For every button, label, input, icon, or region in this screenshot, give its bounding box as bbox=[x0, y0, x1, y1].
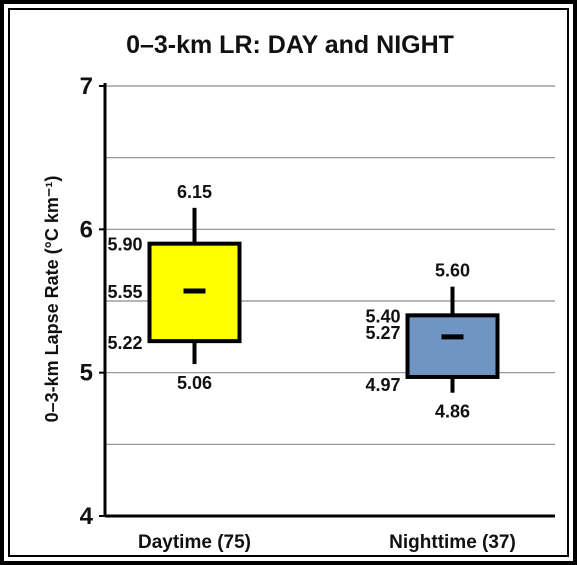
inner-border bbox=[8, 8, 569, 557]
y-tick-label: 5 bbox=[80, 360, 93, 387]
box-plots: 6.15 5.06 5.90 5.22 5.55 5.60 4.86 5.40 4.97 5.27 bbox=[107, 182, 500, 422]
whisker-high-label: 5.60 bbox=[435, 261, 470, 281]
interquartile-box bbox=[147, 241, 242, 344]
gridlines bbox=[105, 85, 555, 445]
y-tick-label: 6 bbox=[80, 216, 93, 243]
mean-label: 5.27 bbox=[365, 323, 400, 343]
x-category-labels: Daytime (75) Nighttime (37) bbox=[138, 532, 516, 553]
interquartile-box bbox=[405, 313, 500, 379]
q3-label: 5.40 bbox=[365, 306, 400, 326]
y-tick-label: 7 bbox=[80, 73, 93, 100]
box-daytime: 6.15 5.06 5.90 5.22 5.55 bbox=[107, 182, 242, 393]
q3-label: 5.90 bbox=[107, 235, 142, 255]
whisker-low-label: 4.86 bbox=[435, 402, 470, 422]
category-label: Nighttime (37) bbox=[389, 532, 516, 553]
whisker-low-label: 5.06 bbox=[177, 373, 212, 393]
y-tick-label: 4 bbox=[80, 503, 94, 530]
mean-label: 5.55 bbox=[107, 282, 142, 302]
box-nighttime: 5.60 4.86 5.40 4.97 5.27 bbox=[365, 261, 500, 422]
q1-label: 4.97 bbox=[365, 375, 400, 395]
q1-label: 5.22 bbox=[107, 333, 142, 353]
y-axis-label: 0–3-km Lapse Rate (°C km⁻¹) bbox=[42, 176, 62, 423]
chart-title: 0–3-km LR: DAY and NIGHT bbox=[126, 31, 454, 59]
whisker-high-label: 6.15 bbox=[177, 182, 212, 202]
category-label: Daytime (75) bbox=[138, 532, 251, 553]
